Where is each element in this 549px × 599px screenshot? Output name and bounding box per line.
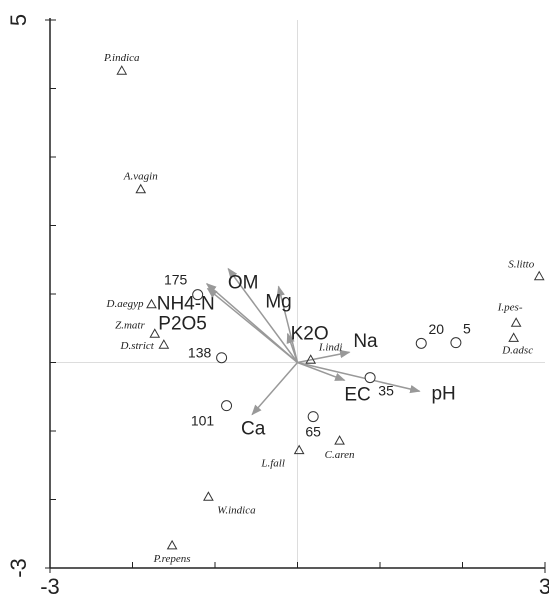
species-label: Z.matr [115, 319, 145, 331]
env-vector [227, 267, 299, 363]
species-point [116, 65, 128, 75]
species-label: L.fall [260, 458, 285, 470]
species-label: W.indica [217, 504, 256, 516]
species-label: P.indica [103, 52, 140, 64]
site-point [307, 411, 319, 423]
site-point [216, 352, 228, 364]
species-point [135, 183, 147, 194]
site-point [192, 289, 204, 301]
species-label: P.repens [153, 553, 191, 565]
species-point [203, 491, 214, 501]
site-point [415, 337, 427, 349]
env-vector [251, 362, 299, 416]
env-vector [297, 361, 421, 394]
vector-label: OM [228, 273, 259, 294]
vector-label: Ca [241, 419, 266, 440]
vector-label: P2O5 [158, 314, 207, 335]
site-label: 5 [463, 320, 471, 336]
species-point [158, 339, 170, 349]
species-label: A.vagin [123, 171, 158, 183]
env-vector [206, 287, 298, 364]
site-point [450, 337, 462, 349]
vector-label: NH4-N [157, 294, 215, 315]
species-point [533, 270, 545, 281]
site-label: 65 [305, 423, 321, 439]
site-label: 35 [378, 382, 394, 398]
site-label: 101 [191, 412, 215, 428]
vector-label: Mg [265, 291, 291, 312]
species-point [149, 328, 161, 338]
species-point [146, 298, 157, 309]
species-label: I.indi [318, 341, 343, 353]
env-vector [286, 332, 299, 363]
vector-label: K2O [291, 324, 329, 345]
species-label: I.pes- [497, 301, 523, 313]
vector-label: Na [353, 331, 378, 352]
y-tick-label: 5 [6, 14, 31, 26]
vector-label: pH [431, 383, 455, 404]
env-vector [276, 285, 299, 363]
species-label: D.adsc [501, 344, 533, 356]
species-point [510, 317, 522, 327]
site-label: 138 [188, 344, 212, 360]
site-point [364, 372, 376, 384]
species-label: C.aren [325, 449, 355, 461]
species-label: S.litto [508, 259, 534, 271]
env-vector [297, 349, 351, 364]
env-vector [297, 361, 346, 382]
vector-label: EC [344, 384, 370, 405]
species-point [166, 539, 178, 550]
species-point [305, 354, 317, 364]
site-label: 175 [164, 271, 188, 287]
species-point [293, 444, 305, 455]
species-label: D.strict [120, 340, 155, 352]
site-label: 20 [428, 321, 444, 337]
species-label: D.aegyp [106, 298, 144, 310]
species-point [508, 332, 520, 342]
x-tick-label: 3 [539, 574, 549, 599]
y-tick-label: -3 [6, 558, 31, 578]
site-point [221, 400, 233, 412]
x-tick-label: -3 [40, 574, 60, 599]
species-point [334, 435, 345, 445]
